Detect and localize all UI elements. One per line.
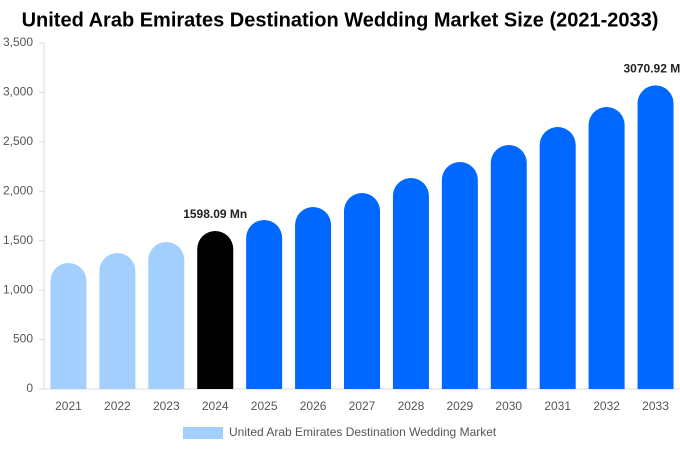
y-tick-label: 3,000 [3, 85, 33, 99]
bar [637, 85, 674, 389]
x-tick-label: 2024 [202, 399, 229, 413]
bar [392, 178, 429, 389]
y-tick-label: 1,500 [3, 233, 33, 247]
bar [344, 192, 380, 389]
x-tick-label: 2032 [593, 399, 620, 413]
y-tick-label: 1,000 [3, 282, 33, 296]
value-label: 3070.92 Mn [624, 62, 680, 76]
y-tick-label: 3,500 [3, 35, 33, 49]
x-tick-label: 2022 [104, 399, 131, 413]
x-tick-label: 2023 [153, 399, 180, 413]
bar [99, 252, 136, 389]
bar [441, 162, 478, 389]
y-tick-label: 0 [26, 381, 33, 395]
x-tick-label: 2025 [251, 399, 278, 413]
value-label: 1598.09 Mn [183, 207, 247, 221]
x-tick-label: 2031 [544, 399, 571, 413]
x-tick-label: 2029 [446, 399, 473, 413]
x-tick-label: 2026 [300, 399, 327, 413]
x-tick-label: 2028 [398, 399, 425, 413]
x-tick-label: 2021 [55, 399, 82, 413]
y-tick-label: 2,000 [3, 183, 33, 197]
bar [295, 207, 332, 389]
chart-title: United Arab Emirates Destination Wedding… [22, 9, 659, 31]
x-tick-label: 2027 [349, 399, 376, 413]
bar [539, 127, 576, 389]
bar [588, 106, 625, 389]
y-tick-label: 500 [13, 332, 33, 346]
bar [148, 241, 185, 389]
y-tick-label: 2,500 [3, 134, 33, 148]
bar [246, 219, 283, 389]
x-tick-label: 2033 [642, 399, 669, 413]
bar [197, 231, 234, 389]
legend-swatch [183, 427, 223, 439]
bar [490, 145, 527, 389]
bar [50, 262, 87, 389]
legend-label: United Arab Emirates Destination Wedding… [229, 425, 497, 439]
x-tick-label: 2030 [495, 399, 522, 413]
